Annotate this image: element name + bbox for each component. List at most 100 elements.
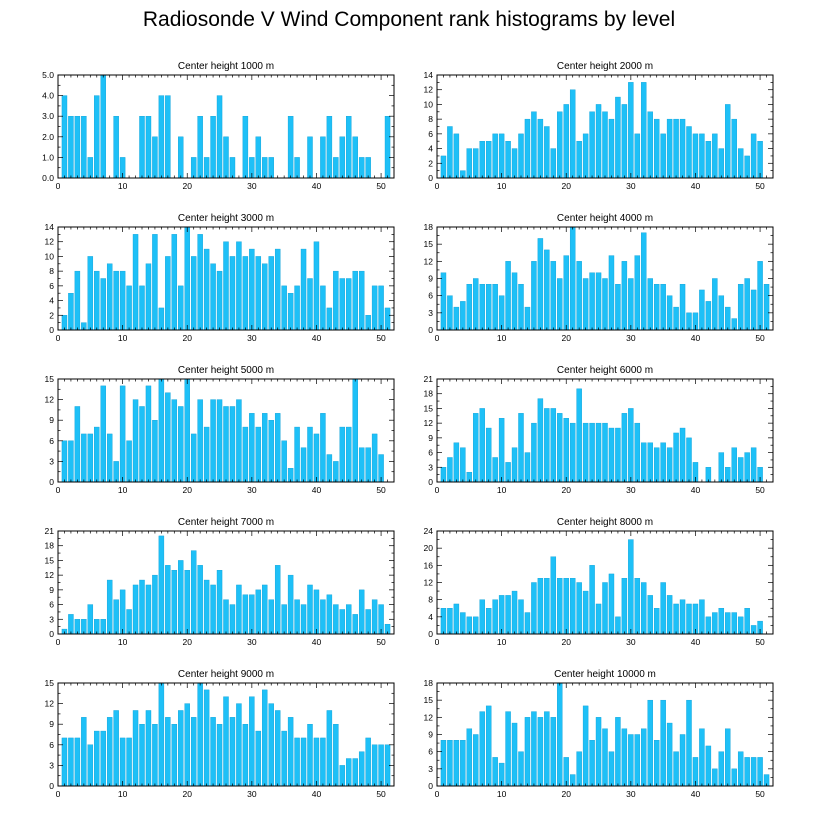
panel-2: Center height 2000 m 0 10 20 30 40 50 0 2 4 6 8 10 12… <box>424 61 774 191</box>
bar <box>537 118 544 179</box>
bar <box>705 301 712 331</box>
bar <box>447 126 453 179</box>
bar <box>268 256 274 331</box>
y-tick-label: 3 <box>428 764 433 774</box>
bar <box>608 255 615 331</box>
bar <box>731 612 737 635</box>
y-tick-label: 0 <box>428 629 433 639</box>
bar <box>216 570 223 635</box>
bar <box>582 590 589 635</box>
y-tick-label: 4 <box>49 296 54 306</box>
bar <box>242 426 249 483</box>
bar <box>718 148 725 179</box>
x-tick-label: 0 <box>56 181 61 191</box>
bar <box>81 433 87 483</box>
bar <box>119 385 126 483</box>
panel-title: Center height 4000 m <box>557 213 653 224</box>
bar <box>660 699 666 787</box>
bar <box>537 398 544 483</box>
bar <box>307 584 313 635</box>
bar <box>621 261 628 331</box>
x-tick-label: 10 <box>118 333 128 343</box>
bar <box>485 284 492 331</box>
bar <box>203 248 210 331</box>
bar <box>692 133 699 179</box>
bar <box>145 584 152 635</box>
bar <box>602 582 608 635</box>
x-tick-label: 50 <box>376 789 386 799</box>
bar <box>307 278 313 331</box>
bar <box>262 689 268 787</box>
bar <box>139 724 145 787</box>
panel-title: Center height 1000 m <box>178 61 274 72</box>
bar <box>210 263 216 331</box>
bar <box>68 614 74 635</box>
y-tick-label: 15 <box>45 374 55 384</box>
bar <box>615 717 621 787</box>
bar <box>152 574 158 635</box>
x-tick-label: 20 <box>561 333 571 343</box>
bar <box>158 682 165 787</box>
bar <box>287 717 294 787</box>
bar <box>744 155 750 179</box>
bar <box>679 599 686 635</box>
bar <box>216 724 223 787</box>
bar <box>81 115 87 179</box>
bar <box>152 136 158 179</box>
bar <box>300 737 307 787</box>
y-tick-label: 12 <box>424 712 434 722</box>
bar <box>634 734 641 787</box>
x-tick-label: 0 <box>435 333 440 343</box>
bar <box>518 599 524 635</box>
bar <box>479 141 485 179</box>
bar <box>725 612 731 635</box>
bar <box>365 737 371 787</box>
bar <box>466 728 473 787</box>
bar <box>203 157 210 179</box>
bar <box>145 385 152 483</box>
bar <box>550 717 557 787</box>
x-tick-label: 0 <box>435 789 440 799</box>
bar <box>313 241 320 331</box>
bar <box>346 604 352 635</box>
bar <box>223 599 229 635</box>
x-tick-label: 40 <box>312 789 322 799</box>
y-tick-label: 5.0 <box>42 70 54 80</box>
panel-title: Center height 3000 m <box>178 213 274 224</box>
bar <box>358 589 365 635</box>
bar <box>145 263 152 331</box>
bar <box>203 426 210 483</box>
bar <box>615 96 621 179</box>
x-tick-label: 30 <box>626 789 636 799</box>
x-tick-label: 20 <box>561 485 571 495</box>
bar <box>352 270 358 331</box>
bar <box>100 278 106 331</box>
bar <box>634 133 641 179</box>
y-tick-label: 12 <box>424 418 434 428</box>
bar <box>550 408 557 483</box>
x-tick-label: 40 <box>312 333 322 343</box>
bar <box>268 157 274 179</box>
bar <box>699 133 705 179</box>
bar <box>197 565 203 635</box>
bar <box>666 118 673 179</box>
bar <box>236 241 242 331</box>
bar <box>750 289 757 331</box>
bar <box>595 717 602 787</box>
bar <box>158 535 165 635</box>
bar <box>737 148 744 179</box>
x-tick-label: 50 <box>376 333 386 343</box>
bar <box>492 284 498 331</box>
bar <box>242 594 249 635</box>
y-tick-label: 0 <box>49 781 54 791</box>
y-tick-label: 8 <box>428 595 433 605</box>
bar <box>106 579 113 635</box>
y-tick-label: 14 <box>45 222 55 232</box>
bar <box>511 148 518 179</box>
panel-title: Center height 10000 m <box>554 669 656 680</box>
y-tick-label: 0 <box>428 325 433 335</box>
bar <box>718 751 725 787</box>
bar <box>492 599 498 635</box>
bar <box>378 744 384 787</box>
bar <box>634 422 641 483</box>
